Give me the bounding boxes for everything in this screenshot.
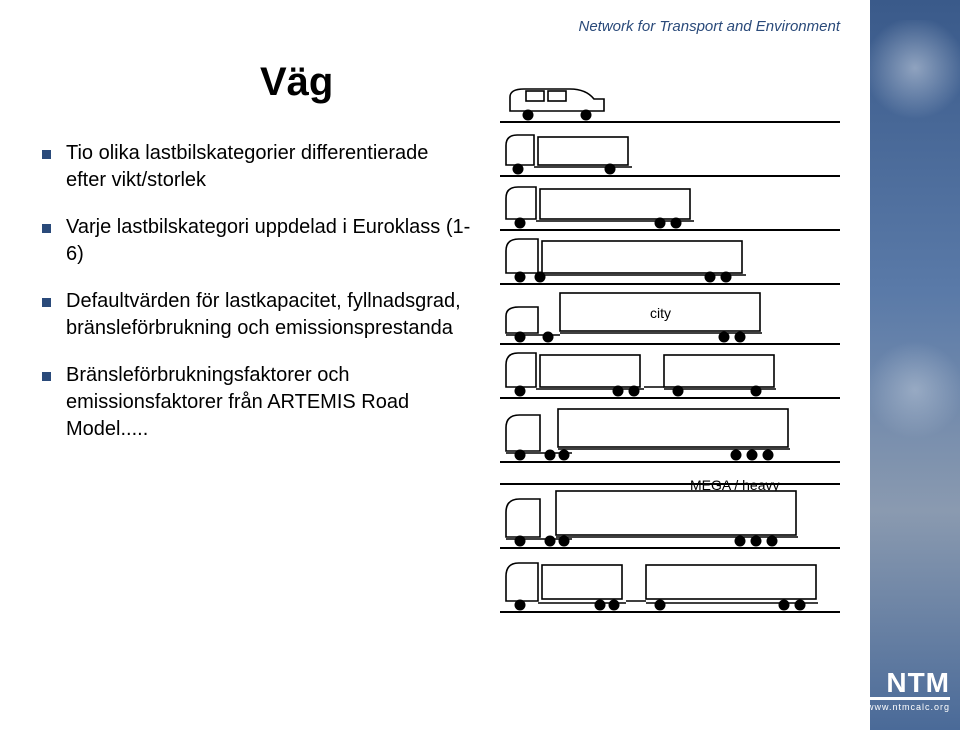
truck-row-van (500, 78, 840, 123)
airplane-icon (870, 20, 960, 140)
truck-row-label: city (650, 305, 671, 321)
logo-block: NTM www.ntmcalc.org (867, 669, 950, 712)
bullet-item: Varje lastbilskategori uppdelad i Eurokl… (42, 214, 472, 268)
truck-row-semi_mega (500, 485, 840, 549)
logo-url: www.ntmcalc.org (867, 702, 950, 712)
truck-row-rigid_drawbar (500, 345, 840, 399)
truck-row-semi_trailer (500, 399, 840, 463)
sidebar-graphic: NTM www.ntmcalc.org (870, 0, 960, 730)
ntm-logo: NTM (867, 669, 950, 700)
truck-row-rigid_small (500, 123, 840, 177)
truck-row-rigid_large (500, 231, 840, 285)
bullet-item: Bränsleförbrukningsfaktorer och emission… (42, 362, 472, 443)
ship-icon (870, 330, 960, 450)
header-org: Network for Transport and Environment (579, 18, 841, 35)
truck-row-semi_drawbar (500, 549, 840, 613)
bullet-item: Defaultvärden för lastkapacitet, fyllnad… (42, 288, 472, 342)
bullet-list: Tio olika lastbilskategorier differentie… (42, 140, 472, 463)
truck-row-rigid_medium (500, 177, 840, 231)
truck-row-spacer: MEGA / heavy (500, 463, 840, 485)
page-title: Väg (260, 60, 333, 105)
truck-category-diagram: city MEGA / heavy (500, 78, 840, 613)
truck-row-city_semi: city (500, 285, 840, 345)
bullet-item: Tio olika lastbilskategorier differentie… (42, 140, 472, 194)
